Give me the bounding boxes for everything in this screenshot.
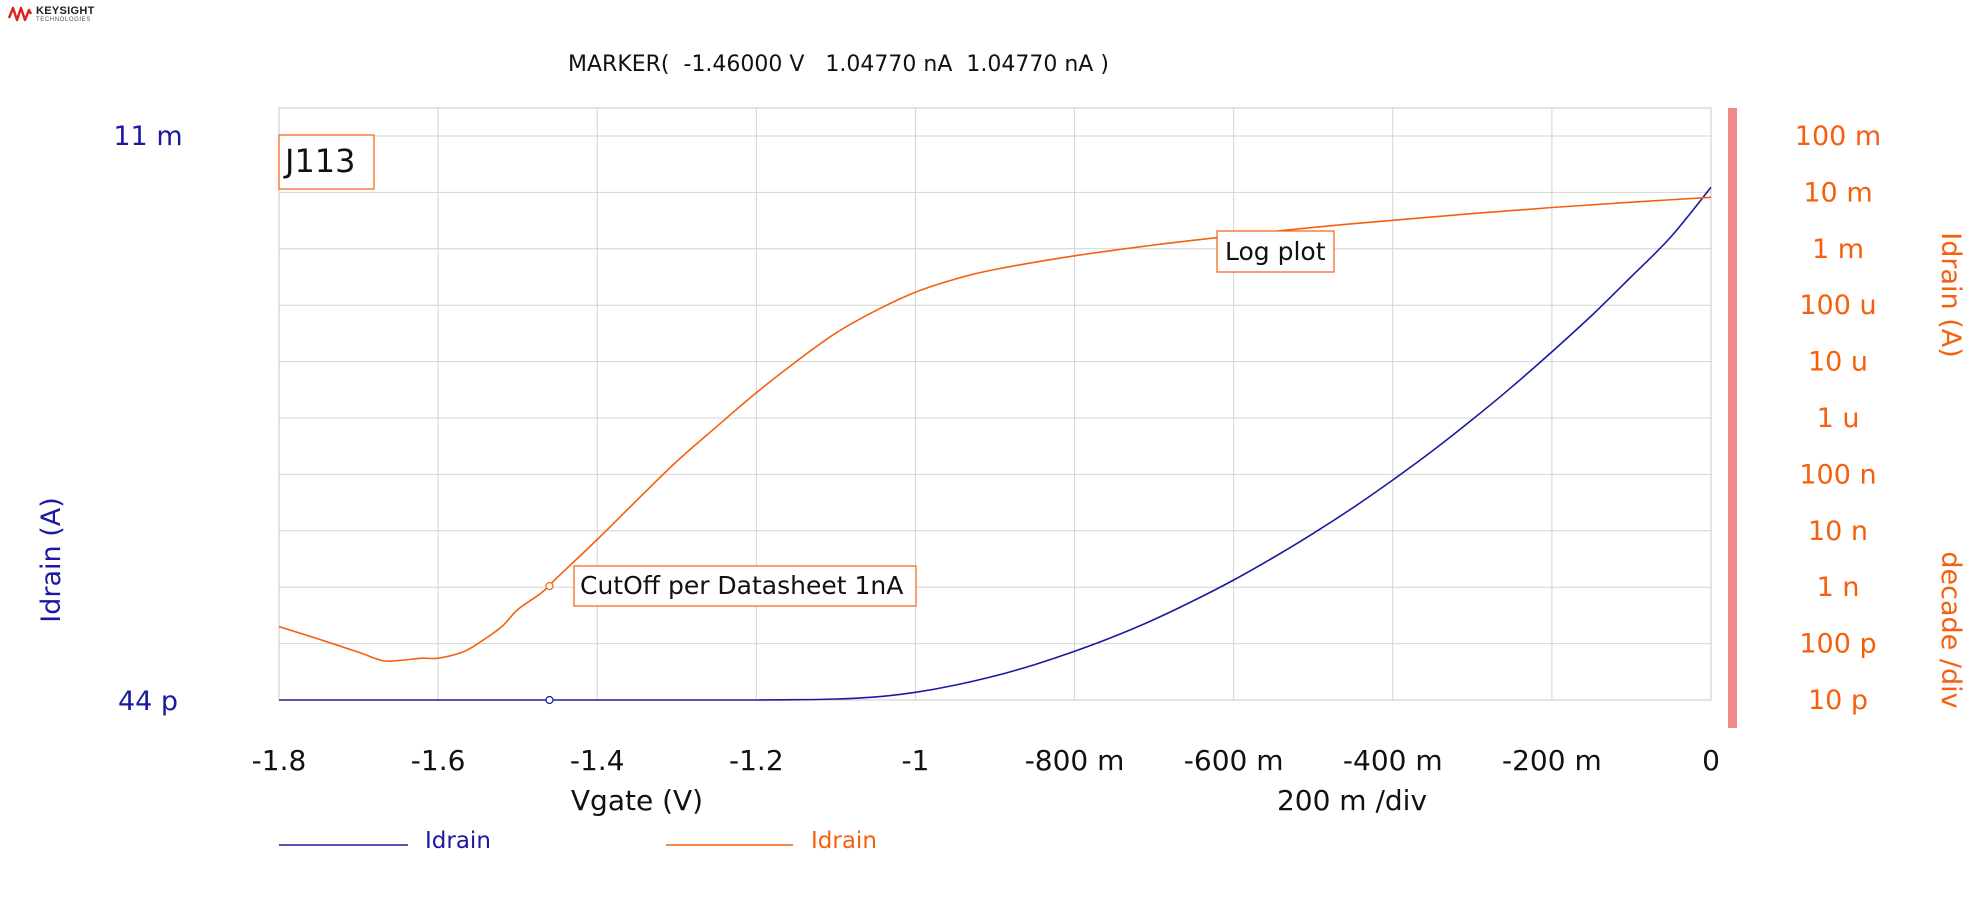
marker-point-orange [545, 581, 554, 591]
markers [545, 581, 554, 705]
series [278, 186, 1712, 701]
right-y-tick-label-4: 10 u [1808, 347, 1868, 378]
right-y-tick-label-5: 1 u [1817, 403, 1860, 434]
left-y-bottom-label: 44 p [118, 686, 178, 717]
legend-2-label: Idrain [811, 828, 877, 854]
right-y-tick-label-6: 100 n [1799, 459, 1876, 490]
x-tick-label-5: -800 m [1025, 744, 1125, 777]
x-tick-label-4: -1 [901, 744, 929, 777]
right-y-tick-label-8: 1 n [1817, 572, 1860, 603]
right-y-tick-label-10: 10 p [1808, 685, 1868, 716]
x-tick-label-1: -1.6 [411, 744, 466, 777]
right-y-div-label: decade /div [1935, 551, 1966, 708]
x-tick-label-2: -1.4 [570, 744, 625, 777]
x-axis-label: Vgate (V) [571, 784, 703, 817]
right-y-tick-label-7: 10 n [1808, 516, 1868, 547]
keysight-wave-icon [8, 6, 32, 22]
device-label-box: J113 [278, 134, 375, 190]
cutoff-label-box: CutOff per Datasheet 1nA [573, 565, 917, 607]
x-tick-label-7: -400 m [1343, 744, 1443, 777]
x-tick-label-8: -200 m [1502, 744, 1602, 777]
logo-subtitle: TECHNOLOGIES [36, 16, 91, 23]
x-div-label: 200 m /div [1277, 784, 1427, 817]
left-y-axis-label: Idrain (A) [36, 497, 67, 622]
grid [278, 108, 1712, 701]
marker-readout: MARKER( -1.46000 V 1.04770 nA 1.04770 nA… [568, 52, 1109, 77]
log-plot-label-box: Log plot [1216, 230, 1335, 273]
marker-point-blue [545, 695, 554, 705]
right-y-tick-label-9: 100 p [1799, 629, 1876, 660]
plot-frame [278, 107, 1712, 701]
right-y-tick-label-1: 10 m [1803, 177, 1872, 208]
right-y-axis-label: Idrain (A) [1935, 232, 1966, 357]
right-y-tick-label-2: 1 m [1812, 234, 1864, 265]
series-line-1 [279, 186, 1712, 701]
log-plot-label: Log plot [1225, 237, 1326, 266]
logo-name: KEYSIGHT [36, 4, 95, 17]
right-y-tick-label-3: 100 u [1799, 290, 1876, 321]
left-y-top-label: 11 m [113, 121, 182, 152]
right-scrollbar[interactable] [1728, 108, 1737, 728]
keysight-logo: KEYSIGHT TECHNOLOGIES [8, 5, 95, 23]
right-y-tick-labels: 100 m 10 m 1 m 100 u 10 u 1 u 100 n 10 n 1 n 100 … [1795, 121, 1881, 716]
device-label: J113 [283, 142, 356, 180]
series-line-2 [278, 196, 1712, 663]
x-tick-label-9: 0 [1702, 744, 1720, 777]
x-tick-labels: -1.8 -1.6 -1.4 -1.2 -1 -800 m -600 m -400 m -200… [252, 744, 1720, 777]
cutoff-label: CutOff per Datasheet 1nA [580, 571, 903, 600]
x-tick-label-6: -600 m [1184, 744, 1284, 777]
right-y-tick-label-0: 100 m [1795, 121, 1881, 152]
legend-1-label: Idrain [425, 828, 491, 854]
x-tick-label-3: -1.2 [729, 744, 784, 777]
x-tick-label-0: -1.8 [252, 744, 307, 777]
